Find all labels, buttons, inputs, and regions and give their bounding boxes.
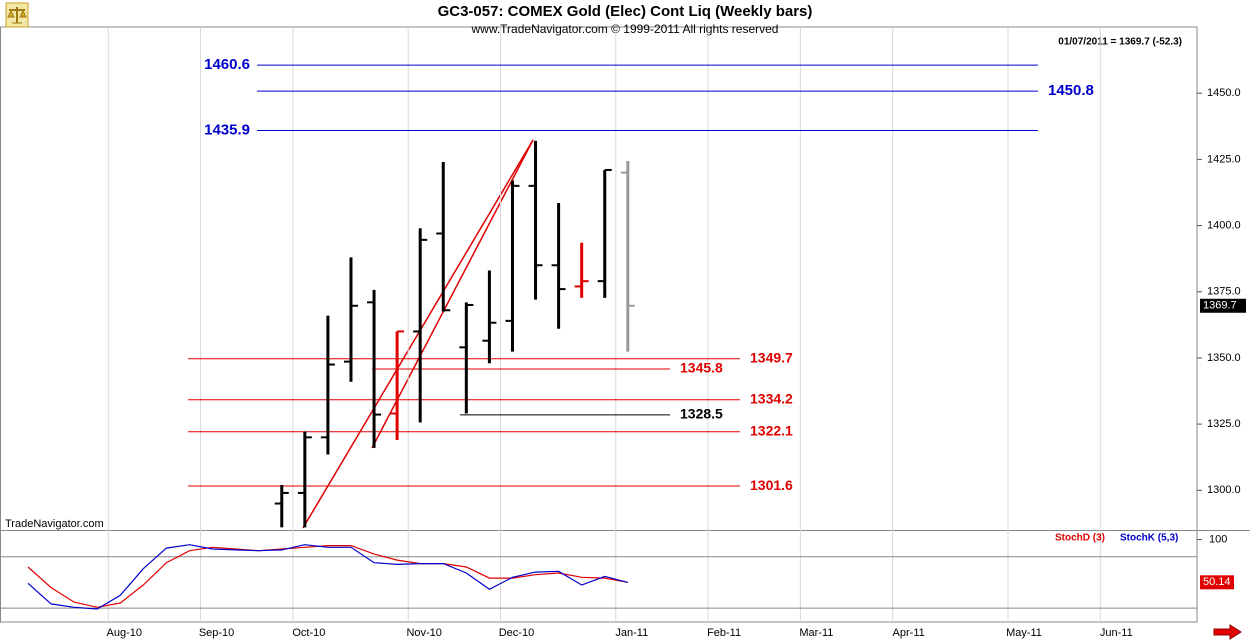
logo xyxy=(5,2,29,28)
y-tick-label: 1375.0 xyxy=(1207,286,1241,298)
x-tick-label: May-11 xyxy=(1006,627,1042,639)
level-label: 1450.8 xyxy=(1048,82,1094,99)
scroll-arrow[interactable] xyxy=(1213,624,1242,640)
y-tick-label: 100 xyxy=(1209,533,1227,545)
x-tick-label: Nov-10 xyxy=(406,627,441,639)
level-label: 1349.7 xyxy=(750,349,793,365)
trendlines xyxy=(302,139,534,529)
level-label: 1322.1 xyxy=(750,422,793,438)
chart-title: GC3-057: COMEX Gold (Elec) Cont Liq (Wee… xyxy=(438,3,813,20)
watermark: TradeNavigator.com xyxy=(5,518,104,530)
y-tick-label: 1325.0 xyxy=(1207,418,1241,430)
y-tick-label: 1400.0 xyxy=(1207,219,1241,231)
x-tick-label: Sep-10 xyxy=(199,627,234,639)
level-label: 1435.9 xyxy=(204,121,250,138)
x-tick-label: Jan-11 xyxy=(615,627,648,639)
plot-frame xyxy=(0,26,1198,623)
x-tick-label: Aug-10 xyxy=(107,627,142,639)
stoch-line xyxy=(27,545,628,608)
x-tick-label: Jun-11 xyxy=(1100,627,1133,639)
price-header: 01/07/2011 = 1369.7 (-52.3) xyxy=(1058,37,1182,48)
x-tick-label: Mar-11 xyxy=(799,627,833,639)
level-label: 1334.2 xyxy=(750,390,793,406)
x-tick-label: Feb-11 xyxy=(707,627,741,639)
level-label: 1301.6 xyxy=(750,477,793,493)
level-label: 1328.5 xyxy=(680,406,723,422)
last-stoch-box xyxy=(1200,575,1234,590)
last-stoch-label: 50.14 xyxy=(1203,576,1231,588)
last-price-box xyxy=(1200,298,1246,313)
y-tick-label: 1350.0 xyxy=(1207,352,1241,364)
last-price-label: 1369.7 xyxy=(1203,300,1237,312)
chart-subtitle: www.TradeNavigator.com © 1999-2011 All r… xyxy=(471,22,779,36)
bars xyxy=(274,140,635,528)
x-tick-label: Oct-10 xyxy=(292,627,325,639)
legend-label: StochK (5,3) xyxy=(1120,533,1178,544)
x-tick-label: Dec-10 xyxy=(499,627,534,639)
x-tick-label: Apr-11 xyxy=(893,627,925,639)
legend-label: StochD (3) xyxy=(1055,533,1105,544)
y-tick-label: 1300.0 xyxy=(1207,484,1241,496)
level-label: 1345.8 xyxy=(680,360,723,376)
y-tick-label: 1450.0 xyxy=(1207,87,1241,99)
level-label: 1460.6 xyxy=(204,56,250,73)
stoch-line xyxy=(27,544,628,610)
y-tick-label: 1425.0 xyxy=(1207,153,1241,165)
